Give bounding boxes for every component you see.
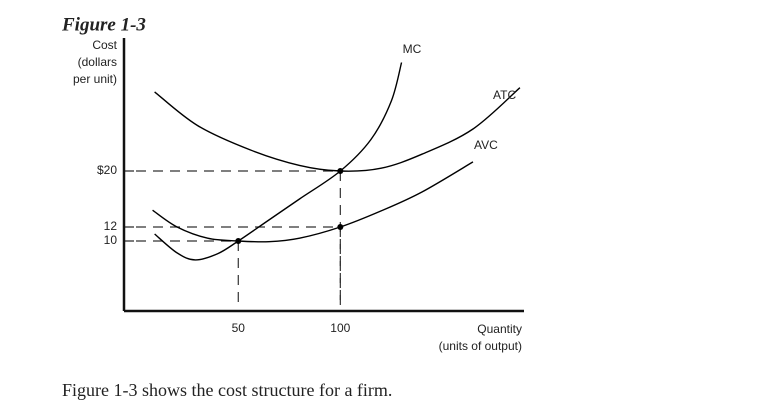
x-axis-label: (units of output) [439, 339, 522, 353]
y-axis-label: per unit) [73, 72, 117, 86]
y-tick-label: 12 [104, 219, 118, 233]
curve [154, 62, 403, 261]
point [235, 238, 242, 244]
y-tick-label: 10 [104, 233, 118, 247]
curve-label: MC [403, 42, 422, 56]
y-axis-label: Cost [92, 38, 117, 52]
caption: Figure 1-3 shows the cost structure for … [62, 380, 392, 400]
point [337, 168, 344, 174]
y-axis-label: (dollars [78, 55, 117, 69]
x-tick-label: 50 [232, 321, 246, 335]
x-axis-label: Quantity [477, 322, 522, 336]
y-tick-label: $20 [97, 163, 117, 177]
curve [152, 161, 474, 243]
chart-title: Figure 1-3 [61, 14, 146, 35]
curve-label: AVC [474, 138, 498, 152]
point [337, 224, 344, 230]
x-tick-label: 100 [330, 321, 350, 335]
curve [154, 87, 521, 172]
curve-label: ATC [493, 88, 516, 102]
